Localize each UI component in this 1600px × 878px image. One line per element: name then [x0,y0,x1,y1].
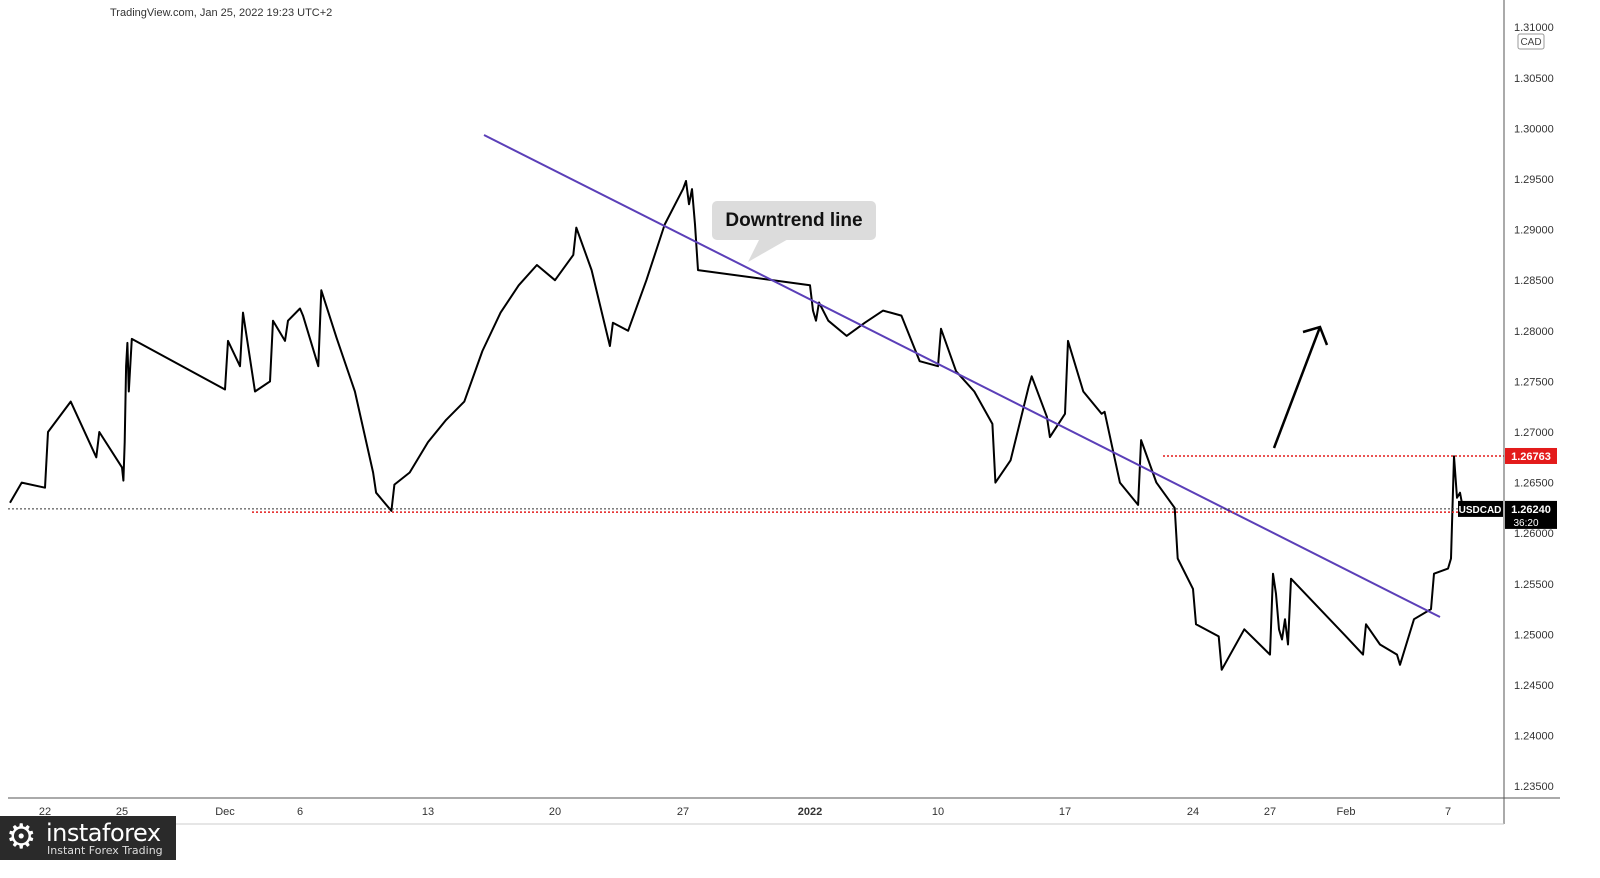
arrow-shaft [1272,326,1322,449]
candle-countdown-label: 36:20 [1513,518,1538,529]
time-tick-label: 7 [1445,806,1451,818]
time-tick-label: 13 [422,806,434,818]
callout-pointer [748,238,790,262]
current-price-badge [1505,500,1557,529]
time-tick-label: 22 [39,806,51,818]
downtrend-callout[interactable]: Downtrend line [712,201,876,262]
time-tick-label: 6 [297,806,303,818]
price-tick-label: 1.24000 [1514,731,1554,743]
time-tick-label: 20 [549,806,561,818]
plot-background [8,24,1504,798]
price-axis[interactable]: 1.31000 1.30500 1.30000 1.29500 1.29000 1.285… [1458,0,1557,824]
downtrend-line[interactable] [483,134,1441,618]
logo-tagline: Instant Forex Trading [47,844,163,857]
currency-badge [1517,33,1545,50]
price-level-label: 1.26763 [1511,451,1551,463]
time-tick-label: Feb [1337,806,1356,818]
price-tick-label: 1.30000 [1514,123,1554,135]
time-tick-label: Dec [215,806,235,818]
price-tick-label: 1.26500 [1514,478,1554,490]
time-axis[interactable]: 22 25 Dec 6 13 20 27 2022 10 17 24 27 Feb 7 [8,797,1560,825]
price-tick-label: 1.24500 [1514,680,1554,692]
time-tick-label: 27 [1264,806,1276,818]
instaforex-logo: ⚙ instaforex Instant Forex Trading [0,816,176,860]
arrow-head [1302,325,1329,346]
time-tick-label: 2022 [798,806,822,818]
price-tick-label: 1.29000 [1514,225,1554,237]
price-tick-label: 1.27500 [1514,376,1554,388]
price-level-badge [1505,447,1557,464]
price-tick-label: 1.26000 [1514,528,1554,540]
callout-text: Downtrend line [725,210,862,231]
arrow-up-icon[interactable] [1272,325,1329,449]
time-tick-label: 17 [1059,806,1071,818]
chart-watermark: TradingView.com, Jan 25, 2022 19:23 UTC+… [110,7,333,19]
symbol-badge [1458,500,1503,517]
price-tick-label: 1.27000 [1514,427,1554,439]
symbol-label: USDCAD [1459,505,1502,516]
time-tick-label: 24 [1187,806,1199,818]
price-tick-label: 1.25000 [1514,629,1554,641]
time-tick-label: 25 [116,806,128,818]
time-tick-label: 27 [677,806,689,818]
price-tick-label: 1.29500 [1514,174,1554,186]
gear-icon: ⚙ [6,817,37,857]
price-tick-label: 1.23500 [1514,781,1554,793]
plot-area[interactable]: Downtrend line [8,24,1504,798]
price-tick-label: 1.25500 [1514,579,1554,591]
usdcad-price-line[interactable] [9,180,1464,671]
current-price-label: 1.26240 [1511,504,1551,516]
price-tick-label: 1.28000 [1514,326,1554,338]
logo-name: instaforex [46,819,161,847]
time-tick-label: 10 [932,806,944,818]
currency-label: CAD [1520,37,1541,48]
callout-box [712,201,876,240]
price-tick-label: 1.31000 [1514,22,1554,34]
price-tick-label: 1.28500 [1514,275,1554,287]
price-tick-label: 1.30500 [1514,73,1554,85]
